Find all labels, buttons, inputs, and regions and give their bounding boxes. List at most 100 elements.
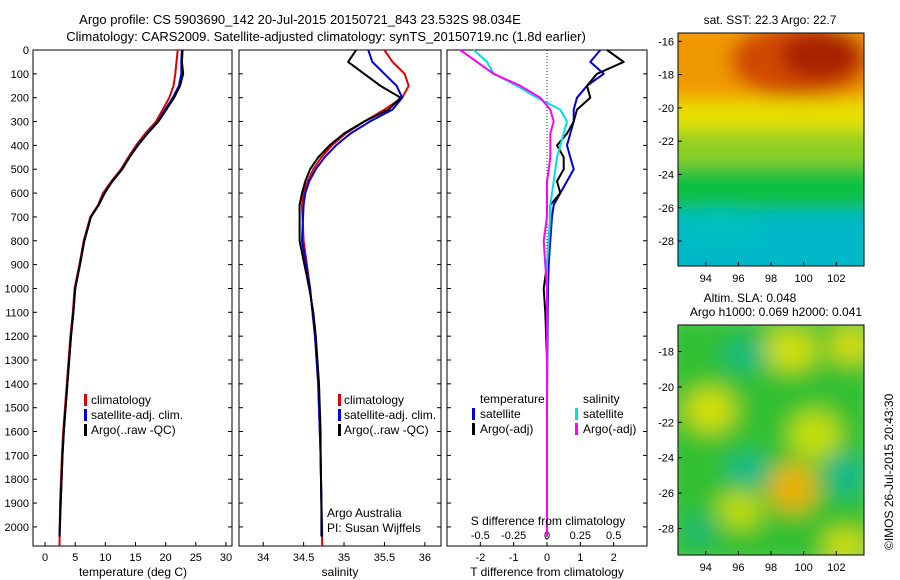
y-tick-label: 700 bbox=[11, 212, 29, 224]
x-tick-label: 30 bbox=[220, 552, 232, 564]
map-y-tick-label: -26 bbox=[658, 488, 674, 500]
sla-title-line-1: Altim. SLA: 0.048 bbox=[704, 291, 797, 305]
legend-swatch-satellite bbox=[84, 409, 87, 421]
legend-label-satellite: satellite-adj. clim. bbox=[91, 408, 183, 422]
salinity-legend: climatology satellite-adj. clim. Argo(..… bbox=[338, 393, 436, 437]
sla-teal-2 bbox=[726, 454, 770, 486]
y-tick-label: 2000 bbox=[5, 522, 29, 534]
x-tick-label: 25 bbox=[190, 552, 202, 564]
sla-orange-core bbox=[769, 464, 817, 512]
sst-map-title: sat. SST: 22.3 Argo: 22.7 bbox=[704, 13, 837, 27]
y-tick-label: 400 bbox=[11, 140, 29, 152]
legend-swatch-sal-argo bbox=[575, 423, 578, 435]
map-y-tick-label: -22 bbox=[658, 417, 674, 429]
legend-swatch-climatology bbox=[338, 394, 341, 406]
y-tick-label: 1900 bbox=[5, 498, 29, 510]
sla-yellow-6 bbox=[823, 529, 864, 555]
top-tick-label: -0.5 bbox=[471, 530, 490, 542]
series-argo-raw-qc bbox=[298, 49, 402, 537]
map-y-tick-label: -28 bbox=[658, 523, 674, 535]
legend-swatch-satellite bbox=[338, 409, 341, 421]
map-x-tick-label: 98 bbox=[765, 562, 777, 574]
legend-label-temp-satellite: satellite bbox=[480, 407, 521, 421]
y-tick-label: 1100 bbox=[5, 307, 29, 319]
x-tick-label: 36 bbox=[419, 552, 431, 564]
legend-label-argo: Argo(..raw -QC) bbox=[344, 423, 429, 437]
sla-map-axes: 94 96 98 100 102 -18 -20 -22 -24 -26 -28 bbox=[658, 347, 845, 574]
map-y-tick-label: -28 bbox=[658, 236, 674, 248]
sla-yellow-5 bbox=[718, 492, 762, 528]
sla-yellow-4 bbox=[790, 411, 840, 459]
legend-swatch-argo bbox=[84, 424, 87, 436]
sst-map-field bbox=[678, 33, 864, 266]
legend-label-satellite: satellite-adj. clim. bbox=[344, 408, 436, 422]
series-argo-raw-qc bbox=[58, 49, 185, 537]
legend-title-salinity: salinity bbox=[583, 392, 620, 406]
y-tick-label: 1300 bbox=[5, 355, 29, 367]
map-x-tick-label: 96 bbox=[732, 562, 744, 574]
legend-label-climatology: climatology bbox=[344, 393, 404, 407]
map-y-tick-label: -18 bbox=[658, 347, 674, 359]
legend-label-argo: Argo(..raw -QC) bbox=[91, 423, 176, 437]
map-y-tick-label: -24 bbox=[658, 453, 674, 465]
map-y-tick-label: -26 bbox=[658, 203, 674, 215]
y-tick-label: 300 bbox=[11, 117, 29, 129]
legend-label-temp-argo: Argo(-adj) bbox=[480, 422, 533, 436]
legend-swatch-climatology bbox=[84, 394, 87, 406]
x-tick-label: 15 bbox=[129, 552, 141, 564]
map-x-tick-label: 94 bbox=[700, 273, 712, 285]
header-line-2: Climatology: CARS2009. Satellite-adjuste… bbox=[66, 29, 586, 44]
legend-label-climatology: climatology bbox=[91, 393, 151, 407]
salinity-plot: 34 34.5 35 35.5 36 bbox=[239, 49, 441, 564]
legend-title-temperature: temperature bbox=[480, 392, 545, 406]
sst-band-lime bbox=[678, 125, 864, 165]
series-temperature-satellite bbox=[546, 49, 605, 537]
legend-swatch-argo bbox=[338, 424, 341, 436]
map-y-tick-label: -22 bbox=[658, 136, 674, 148]
sla-title-line-2: Argo h1000: 0.069 h2000: 0.041 bbox=[690, 305, 862, 319]
top-tick-label: 0.5 bbox=[606, 530, 621, 542]
map-x-tick-label: 100 bbox=[794, 273, 812, 285]
header-line-1: Argo profile: CS 5903690_142 20-Jul-2015… bbox=[79, 12, 521, 27]
pi-annotation-line-2: PI: Susan Wijffels bbox=[327, 521, 421, 535]
x-tick-label: 0 bbox=[544, 552, 550, 564]
series-climatology bbox=[58, 49, 179, 547]
map-x-tick-label: 102 bbox=[827, 562, 845, 574]
map-y-tick-label: -20 bbox=[658, 382, 674, 394]
legend-swatch-temp-argo bbox=[472, 423, 475, 435]
legend-swatch-temp-satellite bbox=[472, 408, 475, 420]
sst-cool-patch bbox=[680, 207, 760, 243]
top-tick-label: -0.25 bbox=[501, 530, 526, 542]
sst-hot-core bbox=[780, 33, 860, 79]
x-tick-label: 0 bbox=[42, 552, 48, 564]
temperature-plot: 0100200300400500600700800900100011001200… bbox=[5, 45, 233, 564]
temperature-xlabel: temperature (deg C) bbox=[79, 565, 187, 579]
temperature-legend: climatology satellite-adj. clim. Argo(..… bbox=[84, 393, 183, 437]
legend-label-sal-argo: Argo(-adj) bbox=[583, 422, 636, 436]
series-salinity-argo-adj bbox=[459, 49, 555, 537]
x-tick-label: 35.5 bbox=[374, 552, 395, 564]
y-tick-label: 600 bbox=[11, 188, 29, 200]
x-tick-label: -1 bbox=[509, 552, 519, 564]
map-x-tick-label: 94 bbox=[700, 562, 712, 574]
sla-teal-3 bbox=[827, 453, 863, 497]
series-climatology bbox=[301, 49, 410, 547]
x-tick-label: 10 bbox=[99, 552, 111, 564]
map-y-tick-label: -20 bbox=[658, 103, 674, 115]
map-x-tick-label: 102 bbox=[827, 273, 845, 285]
map-y-tick-label: -24 bbox=[658, 169, 674, 181]
temperature-panel-frame bbox=[32, 49, 233, 547]
sla-teal-1 bbox=[721, 339, 769, 371]
legend-label-sal-satellite: satellite bbox=[583, 407, 624, 421]
map-y-tick-label: -16 bbox=[658, 36, 674, 48]
x-tick-label: 35 bbox=[338, 552, 350, 564]
y-tick-label: 500 bbox=[11, 164, 29, 176]
y-tick-label: 1500 bbox=[5, 403, 29, 415]
x-tick-label: 34.5 bbox=[293, 552, 314, 564]
y-tick-label: 900 bbox=[11, 260, 29, 272]
salinity-xlabel: salinity bbox=[322, 565, 359, 579]
map-x-tick-label: 100 bbox=[794, 562, 812, 574]
sla-map-field bbox=[678, 325, 864, 555]
